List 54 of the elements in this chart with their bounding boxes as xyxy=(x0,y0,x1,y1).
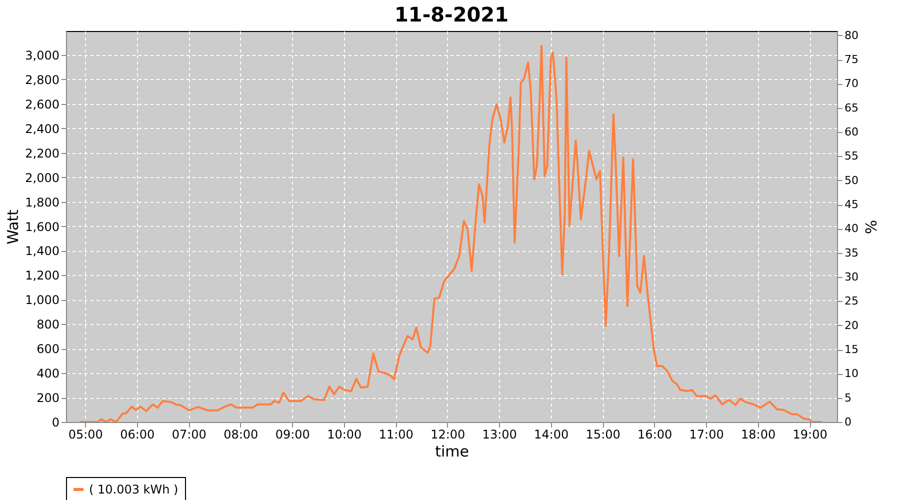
x-axis-title: time xyxy=(435,442,469,460)
y-tick-label: 600 xyxy=(36,342,60,356)
x-tick-label: 09:00 xyxy=(275,428,310,442)
y2-tick-label: 20 xyxy=(844,318,858,332)
y-tick-label: 2,800 xyxy=(25,72,60,87)
y-tick-label: 2,200 xyxy=(25,146,60,160)
y2-tick-label: 75 xyxy=(844,53,858,66)
y-tick-label: 1,200 xyxy=(25,268,60,283)
y-tick-label: 3,000 xyxy=(25,48,60,62)
line-series xyxy=(78,44,823,422)
y-tick-label: 2,400 xyxy=(25,122,60,136)
y2-tick-label: 55 xyxy=(844,150,858,163)
y-tick-label: 400 xyxy=(36,366,60,381)
y2-tick-label: 45 xyxy=(844,198,858,212)
y-tick-label: 2,000 xyxy=(25,170,60,185)
y2-tick-label: 15 xyxy=(844,343,858,356)
x-tick-label: 18:00 xyxy=(741,428,776,442)
y-tick-label: 1,000 xyxy=(25,293,60,308)
y2-tick-label: 80 xyxy=(844,28,858,42)
y2-tick-label: 25 xyxy=(844,294,858,308)
y-tick-label: 0 xyxy=(52,416,60,430)
x-tick-label: 14:00 xyxy=(534,428,569,442)
x-tick-label: 07:00 xyxy=(172,428,206,442)
y2-tick-label: 70 xyxy=(844,77,858,90)
x-tick-label: 11:00 xyxy=(378,428,414,442)
legend-label: ( 10.003 kWh ) xyxy=(89,482,178,496)
y2-axis-title: % xyxy=(861,220,880,234)
y-tick-label: 2,600 xyxy=(25,97,60,112)
y2-tick-label: 65 xyxy=(844,101,858,114)
y2-tick-label: 50 xyxy=(844,174,858,187)
y-axis-title: Watt xyxy=(4,209,22,244)
chart-title: 11-8-2021 xyxy=(394,2,509,26)
x-tick-label: 19:00 xyxy=(792,428,828,442)
x-tick-label: 12:00 xyxy=(430,428,466,442)
y-tick-label: 1,400 xyxy=(25,244,60,258)
y-tick-label: 800 xyxy=(36,318,60,332)
x-tick-label: 13:00 xyxy=(482,428,517,442)
y-tick-label: 1,600 xyxy=(25,220,60,234)
y2-tick-label: 40 xyxy=(844,222,858,236)
y2-tick-label: 30 xyxy=(844,270,858,284)
x-tick-label: 15:00 xyxy=(586,428,620,442)
x-tick-label: 17:00 xyxy=(689,428,724,442)
x-tick-label: 06:00 xyxy=(120,428,155,442)
x-tick-label: 05:00 xyxy=(68,428,103,442)
y2-tick-label: 5 xyxy=(844,391,852,404)
y-tick-label: 1,800 xyxy=(25,195,60,210)
y-tick-label: 200 xyxy=(36,391,60,406)
y2-tick-label: 35 xyxy=(844,246,858,260)
x-tick-label: 10:00 xyxy=(327,428,362,442)
x-tick-label: 08:00 xyxy=(224,428,258,442)
y2-tick-label: 0 xyxy=(844,416,852,428)
x-tick-label: 16:00 xyxy=(638,428,672,442)
y2-tick-label: 10 xyxy=(844,367,858,380)
y2-tick-label: 60 xyxy=(844,126,858,139)
